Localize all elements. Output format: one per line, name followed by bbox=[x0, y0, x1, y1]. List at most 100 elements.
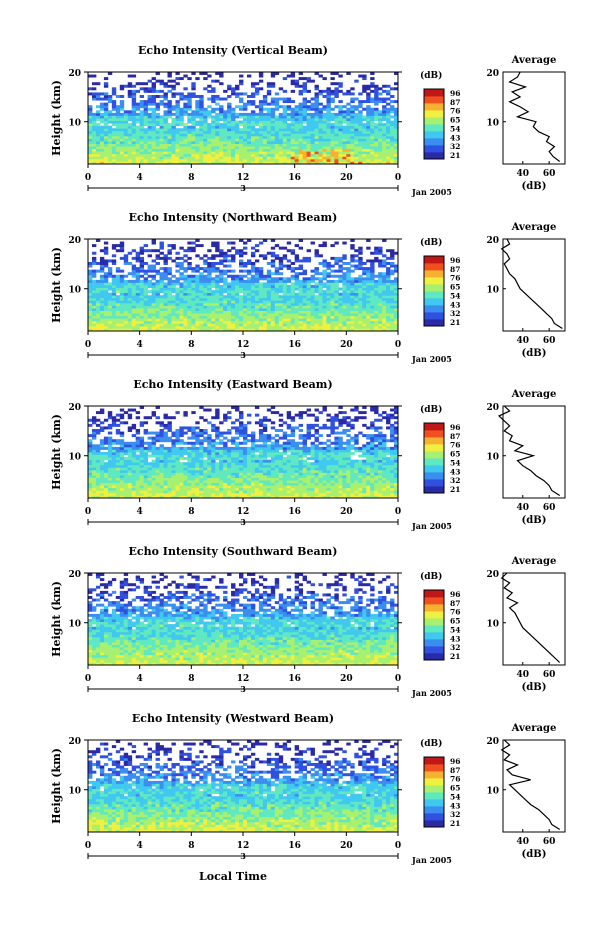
heatmap-cell bbox=[370, 297, 375, 301]
heatmap-cell bbox=[386, 300, 391, 304]
heatmap-cell bbox=[362, 325, 367, 329]
heatmap-cell bbox=[370, 305, 375, 309]
heatmap-cell bbox=[207, 151, 212, 155]
heatmap-cell bbox=[151, 107, 156, 111]
heatmap-cell bbox=[175, 290, 180, 294]
heatmap-cell bbox=[151, 264, 156, 268]
heatmap-cell bbox=[258, 480, 264, 484]
heatmap-cell bbox=[314, 282, 319, 286]
heatmap-cell bbox=[143, 305, 149, 309]
heatmap-cell bbox=[370, 279, 375, 283]
heatmap-cell bbox=[107, 135, 113, 139]
heatmap-cell bbox=[111, 259, 117, 263]
heatmap-cell bbox=[374, 259, 379, 263]
heatmap-cell bbox=[322, 115, 327, 119]
heatmap-cell bbox=[342, 282, 347, 286]
heatmap-cell bbox=[227, 310, 232, 314]
heatmap-cell bbox=[211, 161, 216, 165]
heatmap-cell bbox=[95, 125, 101, 129]
heatmap-cell bbox=[239, 251, 244, 255]
heatmap-cell bbox=[354, 156, 359, 160]
heatmap-cell bbox=[88, 264, 93, 268]
heatmap-cell bbox=[219, 249, 224, 253]
heatmap-cell bbox=[211, 290, 216, 294]
heatmap-cell bbox=[270, 143, 276, 147]
heatmap-cell bbox=[354, 125, 359, 129]
heatmap-cell bbox=[179, 318, 184, 322]
heatmap-cell bbox=[139, 274, 145, 278]
heatmap-cell bbox=[183, 325, 188, 329]
heatmap-cell bbox=[274, 495, 280, 499]
heatmap-cell bbox=[187, 241, 192, 245]
heatmap-cell bbox=[278, 125, 284, 129]
heatmap-cell bbox=[135, 138, 141, 142]
heatmap-cell bbox=[215, 107, 220, 111]
heatmap-cell bbox=[258, 308, 264, 311]
heatmap-cell bbox=[115, 138, 121, 142]
heatmap-cell bbox=[88, 158, 93, 162]
heatmap-cell bbox=[131, 318, 137, 322]
heatmap-cell bbox=[139, 115, 145, 119]
heatmap-cell bbox=[231, 485, 236, 489]
heatmap-cell bbox=[115, 305, 121, 309]
heatmap-cell bbox=[195, 151, 200, 155]
heatmap-cell bbox=[318, 133, 323, 137]
heatmap-cell bbox=[354, 308, 359, 311]
heatmap-cell bbox=[246, 295, 252, 299]
heatmap-cell bbox=[123, 308, 129, 311]
heatmap-cell bbox=[231, 125, 236, 129]
heatmap-cell bbox=[286, 475, 292, 478]
heatmap-cell bbox=[199, 151, 204, 155]
heatmap-cell bbox=[370, 72, 375, 75]
heatmap-cell bbox=[167, 277, 172, 281]
heatmap-cell bbox=[103, 318, 109, 322]
y-axis-label: Height (km) bbox=[50, 247, 63, 323]
heatmap-cell bbox=[254, 490, 260, 494]
heatmap-cell bbox=[123, 300, 129, 304]
heatmap-cell bbox=[386, 272, 391, 276]
heatmap-cell bbox=[159, 490, 164, 494]
heatmap-cell bbox=[266, 279, 272, 283]
heatmap-cell bbox=[199, 475, 204, 478]
heatmap-cell bbox=[354, 313, 359, 317]
heatmap-cell bbox=[135, 297, 141, 301]
heatmap-cell bbox=[370, 146, 375, 150]
heatmap-cell bbox=[147, 79, 152, 83]
heatmap-cell bbox=[274, 105, 280, 109]
heatmap-cell bbox=[374, 274, 379, 278]
heatmap-cell bbox=[282, 135, 288, 139]
heatmap-cell bbox=[314, 100, 319, 104]
heatmap-cell bbox=[282, 125, 288, 129]
heatmap-cell bbox=[314, 249, 319, 253]
heatmap-cell bbox=[378, 87, 383, 91]
heatmap-cell bbox=[254, 308, 260, 311]
heatmap-cell bbox=[274, 138, 280, 142]
heatmap-cell bbox=[159, 256, 164, 260]
heatmap-cell bbox=[386, 143, 391, 147]
heatmap-cell bbox=[131, 118, 137, 121]
heatmap-cell bbox=[207, 156, 212, 160]
heatmap-cell bbox=[302, 130, 307, 134]
heatmap-cell bbox=[250, 118, 256, 121]
heatmap-cell bbox=[235, 95, 240, 98]
heatmap-cell bbox=[338, 158, 343, 162]
heatmap-cell bbox=[274, 254, 280, 258]
heatmap-cell bbox=[159, 287, 164, 291]
heatmap-cell bbox=[306, 302, 311, 306]
heatmap-cell bbox=[167, 125, 172, 129]
heatmap-cell bbox=[211, 482, 216, 486]
heatmap-cell bbox=[131, 110, 137, 114]
heatmap-cell bbox=[223, 115, 228, 119]
heatmap-cell bbox=[254, 315, 260, 319]
heatmap-cell bbox=[175, 156, 180, 160]
heatmap-cell bbox=[179, 480, 184, 484]
heatmap-cell bbox=[254, 92, 260, 96]
heatmap-cell bbox=[203, 325, 208, 329]
heatmap-cell bbox=[135, 143, 141, 147]
heatmap-cell bbox=[386, 151, 391, 155]
heatmap-cell bbox=[306, 310, 311, 314]
heatmap-cell bbox=[270, 320, 276, 324]
heatmap-cell bbox=[370, 302, 375, 306]
heatmap-cell bbox=[88, 133, 93, 137]
heatmap-cell bbox=[262, 482, 268, 486]
